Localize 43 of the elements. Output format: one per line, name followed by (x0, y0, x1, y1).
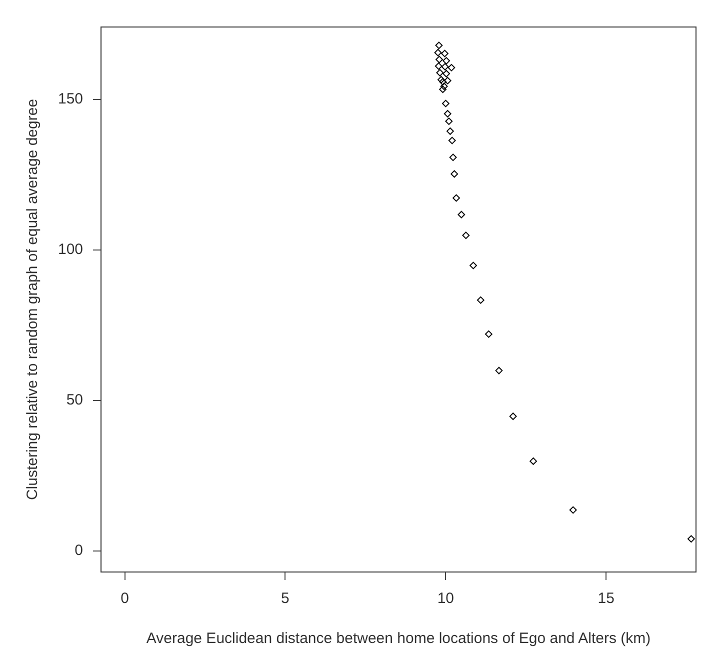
point (436, 56, 443, 64)
point (452, 194, 460, 202)
y-tick-label: 150 (58, 90, 84, 108)
point (476, 296, 484, 304)
point (436, 69, 444, 76)
point (439, 86, 446, 94)
point (569, 506, 577, 514)
point (434, 62, 442, 70)
point (687, 535, 695, 543)
point (495, 366, 503, 374)
x-tick-label: 5 (281, 590, 290, 608)
y-tick-label: 100 (58, 240, 84, 258)
point (444, 110, 452, 118)
point (442, 70, 450, 78)
x-tick-label: 15 (598, 590, 614, 608)
point (449, 154, 457, 162)
y-tick-label: 0 (74, 542, 84, 560)
point (448, 136, 456, 144)
x-tick-label: 0 (120, 590, 129, 608)
point (440, 82, 448, 90)
point (435, 42, 443, 50)
point (470, 262, 477, 270)
y-axis-title: Clustering relative to random graph of equal average degree (24, 98, 42, 500)
point (448, 64, 456, 72)
point (509, 412, 517, 420)
point (442, 100, 450, 108)
point (530, 457, 537, 465)
point (441, 50, 448, 58)
point (484, 330, 492, 338)
point (450, 170, 458, 178)
point (444, 76, 452, 84)
y-tick-label: 50 (66, 392, 84, 409)
x-tick-label: 10 (437, 590, 454, 608)
point (441, 63, 449, 70)
point (445, 118, 453, 125)
point (458, 210, 466, 218)
point (442, 57, 450, 64)
x-axis-title: Average Euclidean distance between home locations of Ego and Alters (km) (146, 630, 651, 648)
point (434, 48, 442, 56)
point (446, 127, 454, 135)
point (437, 76, 445, 84)
point (439, 78, 446, 86)
point (462, 232, 470, 240)
